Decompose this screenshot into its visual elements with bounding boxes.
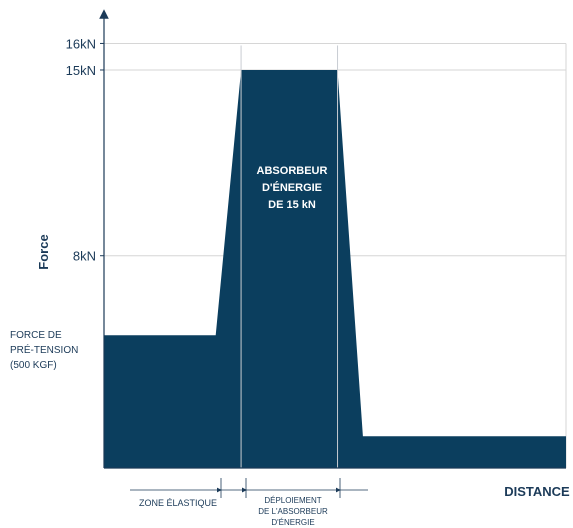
deployment-label-line-3: D'ÉNERGIE [271,518,314,527]
y-tick-label-15: 15kN [66,63,96,78]
pretension-label-line-2: PRÉ-TENSION [10,343,78,356]
elastic-zone-dimension [130,478,247,498]
pretension-label-line-3: (500 KGF) [10,360,57,371]
force-curve [104,70,566,468]
y-tick-labels: 16kN 15kN 8kN [66,36,104,264]
x-axis-label: DISTANCE [504,484,570,499]
absorber-label-line-2: D'ÉNERGIE [262,181,322,194]
deployment-label-line-2: DE L'ABSORBEUR [258,507,328,516]
y-tick-label-16: 16kN [66,36,96,51]
pretension-label-line-1: FORCE DE [10,330,62,341]
deployment-label-line-1: DÉPLOIEMENT [264,496,321,505]
absorber-label-line-1: ABSORBEUR [257,165,328,177]
force-area-series-0 [104,70,566,468]
y-tick-label-8: 8kN [73,249,96,264]
absorber-label-line-3: DE 15 kN [268,199,316,211]
phase-markers [240,45,339,468]
y-axis-label: Force [36,234,51,269]
elastic-zone-label: ZONE ÉLASTIQUE [139,498,217,508]
deployment-dimension [242,478,368,498]
